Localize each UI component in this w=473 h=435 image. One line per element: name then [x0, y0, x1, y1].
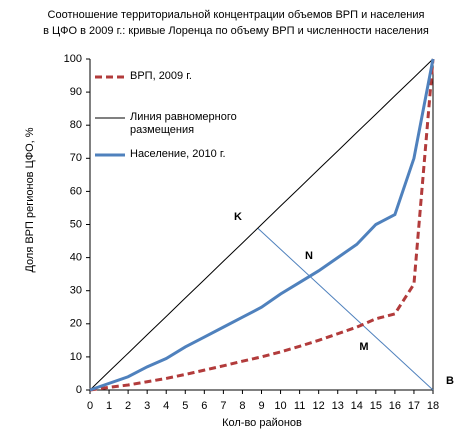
y-tick-label: 40: [70, 252, 82, 264]
x-tick-label: 17: [408, 400, 420, 412]
x-tick-label: 1: [106, 400, 112, 412]
y-tick-label: 50: [70, 218, 82, 230]
y-tick-label: 30: [70, 285, 82, 297]
chart-title: Соотношение территориальной концентрации…: [48, 9, 425, 21]
y-tick-label: 60: [70, 185, 82, 197]
y-tick-label: 100: [64, 53, 82, 65]
x-tick-label: 7: [220, 400, 226, 412]
chart-title: в ЦФО в 2009 г.: кривые Лоренца по объем…: [43, 25, 429, 37]
x-tick-label: 8: [239, 400, 245, 412]
series-line: [89, 58, 435, 392]
y-tick-label: 90: [70, 86, 82, 98]
x-tick-label: 13: [332, 400, 344, 412]
y-axis-title: Доля ВРП регионов ЦФО, %: [24, 127, 36, 272]
x-tick-label: 18: [427, 400, 439, 412]
x-tick-label: 16: [389, 400, 401, 412]
x-tick-label: 15: [370, 400, 382, 412]
legend-label: Население, 2010 г.: [130, 148, 226, 160]
x-tick-label: 6: [201, 400, 207, 412]
y-tick-label: 20: [70, 318, 82, 330]
annotation: K: [234, 211, 242, 223]
y-tick-label: 10: [70, 351, 82, 363]
y-tick-label: 80: [70, 119, 82, 131]
annotation: B: [446, 375, 454, 387]
x-tick-label: 12: [313, 400, 325, 412]
x-tick-label: 4: [163, 400, 169, 412]
x-tick-label: 3: [144, 400, 150, 412]
annotation: M: [359, 341, 368, 353]
annotation: N: [305, 250, 313, 262]
x-tick-label: 0: [87, 400, 93, 412]
x-tick-label: 9: [258, 400, 264, 412]
x-tick-label: 2: [125, 400, 131, 412]
x-tick-label: 5: [182, 400, 188, 412]
legend-label: Линия равномерного размещения: [130, 111, 237, 136]
y-tick-label: 70: [70, 152, 82, 164]
x-axis-title: Кол-во районов: [222, 417, 302, 429]
y-tick-label: 0: [76, 384, 82, 396]
guide-line: [257, 227, 434, 391]
x-tick-label: 10: [274, 400, 286, 412]
x-tick-label: 11: [294, 400, 305, 412]
legend-label: ВРП, 2009 г.: [130, 70, 192, 82]
series-line: [89, 58, 435, 392]
series-line: [89, 58, 434, 391]
x-tick-label: 14: [351, 400, 363, 412]
